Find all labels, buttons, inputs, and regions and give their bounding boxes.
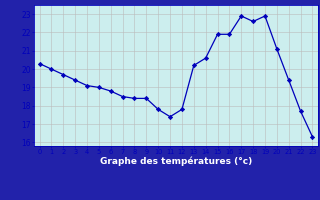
X-axis label: Graphe des températures (°c): Graphe des températures (°c) [100,157,252,166]
